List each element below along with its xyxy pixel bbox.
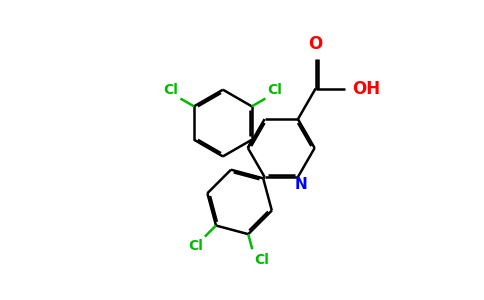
Text: Cl: Cl [164,82,179,97]
Text: N: N [295,176,307,191]
Text: O: O [308,35,323,53]
Text: Cl: Cl [254,253,269,267]
Text: OH: OH [352,80,380,98]
Text: Cl: Cl [267,82,282,97]
Text: Cl: Cl [188,238,203,253]
